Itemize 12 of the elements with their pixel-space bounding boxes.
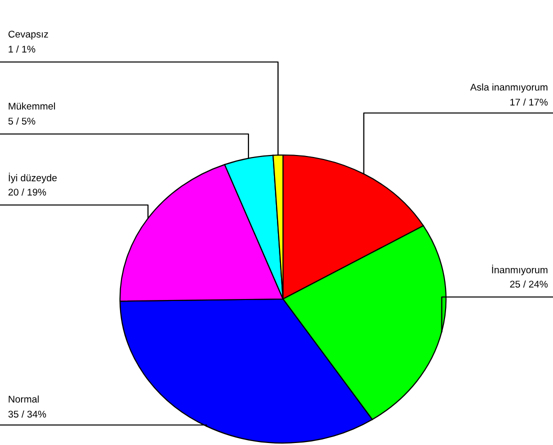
data-label: 35 / 34% [8,410,46,418]
data-label: 20 / 19% [8,188,46,196]
slice-label: Normal [8,395,39,403]
slice-label: Asla inanmıyorum [470,83,548,93]
slice-label: Cevapsız [8,30,48,40]
slice-label: Mükemmel [8,102,55,110]
slice-label: İyi düzeyde [8,172,57,184]
slice-label: İnanmıyorum [492,264,548,276]
data-label: 17 / 17% [510,98,548,106]
data-label: 25 / 24% [510,280,548,288]
data-label: 5 / 5% [8,117,36,125]
data-label: 1 / 1% [8,45,36,53]
